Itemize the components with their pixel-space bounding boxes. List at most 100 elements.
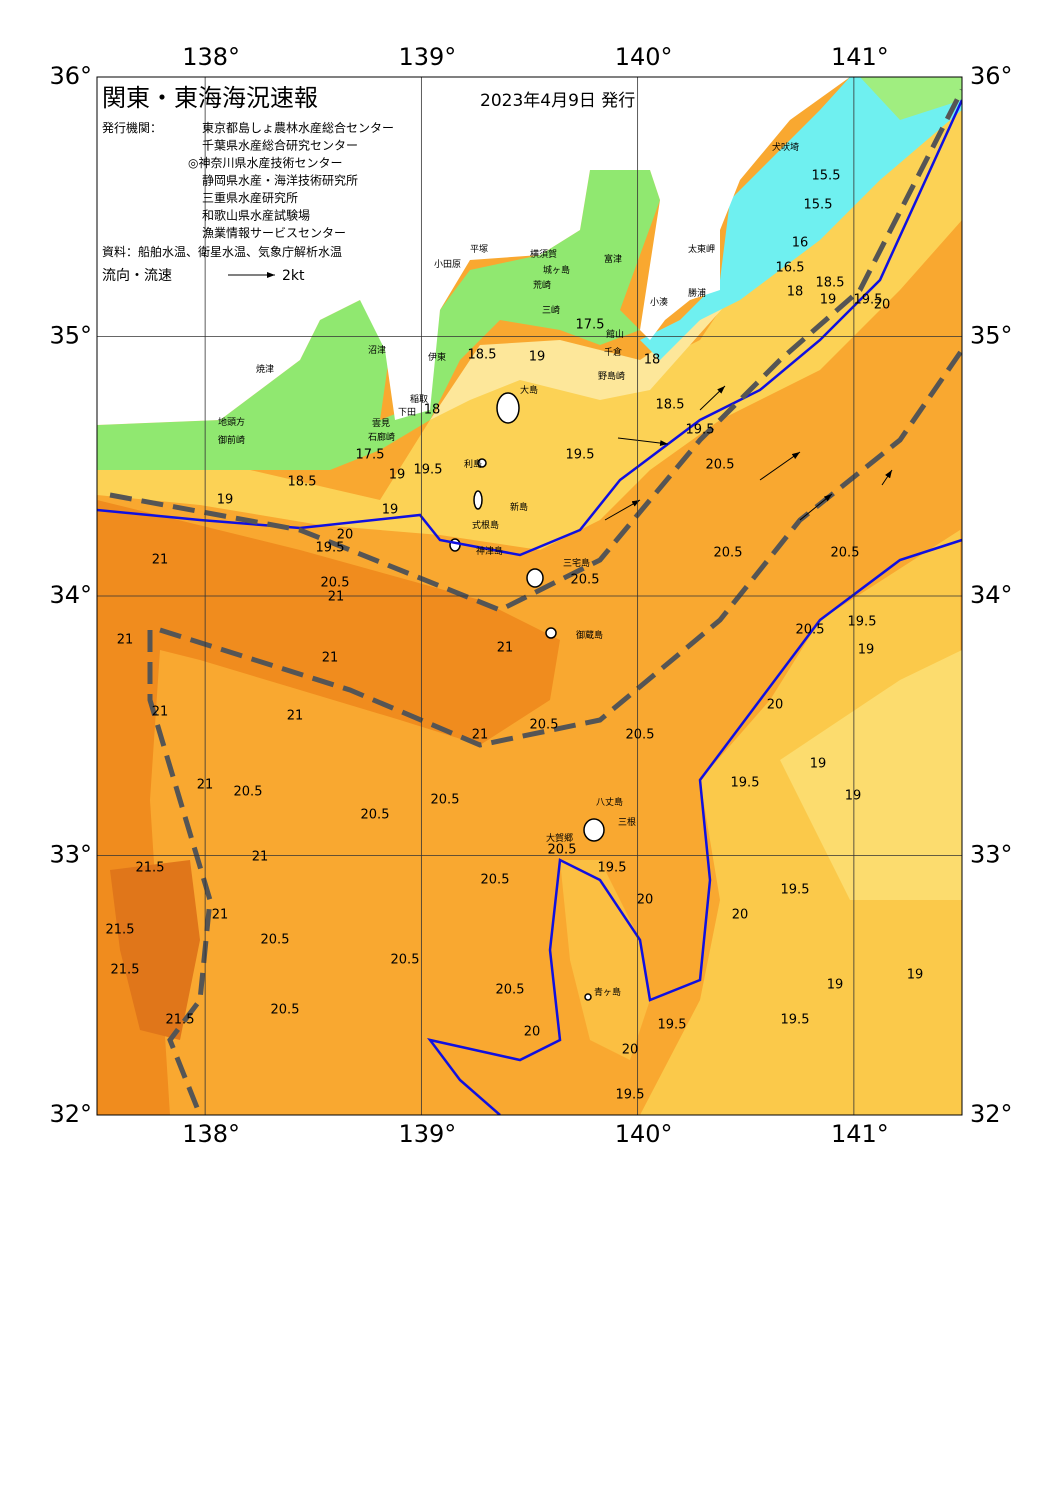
lat-label: 32° (49, 1100, 92, 1128)
sea-20 (640, 530, 962, 1115)
contour-label: 15.5 (804, 198, 833, 213)
contour-label: 19.5 (781, 1013, 810, 1028)
contour-label: 20.5 (271, 1003, 300, 1018)
lon-label: 138° (182, 43, 240, 71)
contour-label: 20.5 (571, 573, 600, 588)
lon-label: 140° (615, 1120, 673, 1148)
land (97, 77, 850, 425)
sea-21 (97, 500, 560, 1115)
contour-label: 19 (389, 468, 406, 483)
place-name: 八丈島 (596, 796, 623, 808)
place-name: 利島 (464, 458, 482, 470)
contour-label: 19 (529, 350, 546, 365)
current-arrows (604, 385, 893, 521)
place-name: 三宅島 (563, 557, 590, 569)
contour-label: 19 (217, 493, 234, 508)
place-name: 小田原 (434, 259, 461, 270)
contour-label: 20 (732, 908, 749, 923)
contour-label: 15.5 (812, 169, 841, 184)
contour-label: 18.5 (468, 348, 497, 363)
contour-label: 19.5 (686, 423, 715, 438)
contour-label: 18.5 (816, 276, 845, 291)
contour-label: 20.5 (626, 728, 655, 743)
map-frame (96, 76, 963, 1116)
contour-label: 17.5 (356, 448, 385, 463)
issue-date: 2023年4月9日 発行 (480, 91, 635, 111)
lon-label: 141° (831, 43, 889, 71)
place-name: 稲取 (410, 393, 428, 405)
place-name: 大賀郷 (546, 832, 573, 844)
contour-label: 20.5 (261, 933, 290, 948)
place-name: 沼津 (368, 345, 386, 356)
contour-label: 19.5 (566, 448, 595, 463)
place-name: 館山 (606, 328, 624, 340)
lat-label: 35° (970, 322, 1013, 350)
place-name: 富津 (604, 253, 622, 265)
place-name: 地頭方 (218, 416, 245, 428)
place-name: 太東岬 (688, 243, 715, 255)
contour-label: 21.5 (136, 861, 165, 876)
contour-label: 19 (810, 757, 827, 772)
publisher: 漁業情報サービスセンター (202, 226, 346, 240)
lat-label: 33° (970, 841, 1013, 869)
contour-label: 19 (858, 643, 875, 658)
publisher: 和歌山県水産試験場 (202, 208, 310, 223)
contour-label: 21.5 (111, 963, 140, 978)
contour-label: 21 (252, 850, 269, 865)
contour-label: 21.5 (106, 923, 135, 938)
islands (449, 392, 605, 1001)
lon-label: 139° (398, 43, 456, 71)
contour-label: 21 (197, 778, 214, 793)
contour-label: 20 (874, 298, 891, 313)
sea-18-5 (430, 300, 730, 420)
contour-label: 20 (622, 1043, 639, 1058)
lon-label: 139° (398, 1120, 456, 1148)
contour-label: 17.5 (576, 318, 605, 333)
place-name: 小湊 (650, 296, 668, 308)
contour-label: 20.5 (431, 793, 460, 808)
contour-label: 19 (382, 503, 399, 518)
place-name: 千倉 (604, 346, 622, 358)
place-name: 神津島 (476, 545, 503, 557)
current-legend-label: 流向・流速 (102, 268, 172, 284)
place-name: 伊東 (428, 351, 446, 363)
publisher: 東京都島しょ農林水産総合センター (202, 120, 394, 135)
lat-label: 35° (49, 322, 92, 350)
place-name: 式根島 (472, 519, 499, 531)
contour-label: 19.5 (781, 883, 810, 898)
lat-label: 36° (970, 62, 1013, 90)
contour-label: 19.5 (854, 293, 883, 308)
sea-19 (780, 650, 962, 900)
contour-label: 19.5 (598, 861, 627, 876)
place-name: 新島 (510, 501, 528, 513)
contour-label: 20.5 (548, 843, 577, 858)
place-name: 御前崎 (218, 434, 245, 446)
contour-label: 21 (497, 641, 514, 656)
place-name: 焼津 (256, 364, 274, 375)
place-name: 下田 (398, 407, 416, 418)
contour-label: 21 (117, 633, 134, 648)
contour-label: 19 (845, 789, 862, 804)
place-name: 雲見 (372, 418, 390, 429)
publisher: 静岡県水産・海洋技術研究所 (202, 173, 358, 188)
contour-label: 20 (637, 893, 654, 908)
lat-label: 34° (49, 581, 92, 609)
contour-label: 21 (472, 728, 489, 743)
current-axis (109, 88, 962, 1115)
contour-label: 18.5 (656, 398, 685, 413)
place-name: 御蔵島 (576, 629, 603, 641)
contour-label: 21 (328, 590, 345, 605)
source: 資料：船舶水温、衛星水温、気象庁解析水温 (102, 244, 342, 259)
contour-label: 16.5 (776, 261, 805, 276)
contour-label: 19 (907, 968, 924, 983)
lat-label: 36° (49, 62, 92, 90)
contour-label: 21 (152, 553, 169, 568)
sea-16 (860, 77, 962, 120)
current-legend-scale: 2kt (282, 268, 305, 284)
lat-label: 33° (49, 841, 92, 869)
contour-label: 19.5 (848, 615, 877, 630)
contour-label: 19 (820, 293, 837, 308)
